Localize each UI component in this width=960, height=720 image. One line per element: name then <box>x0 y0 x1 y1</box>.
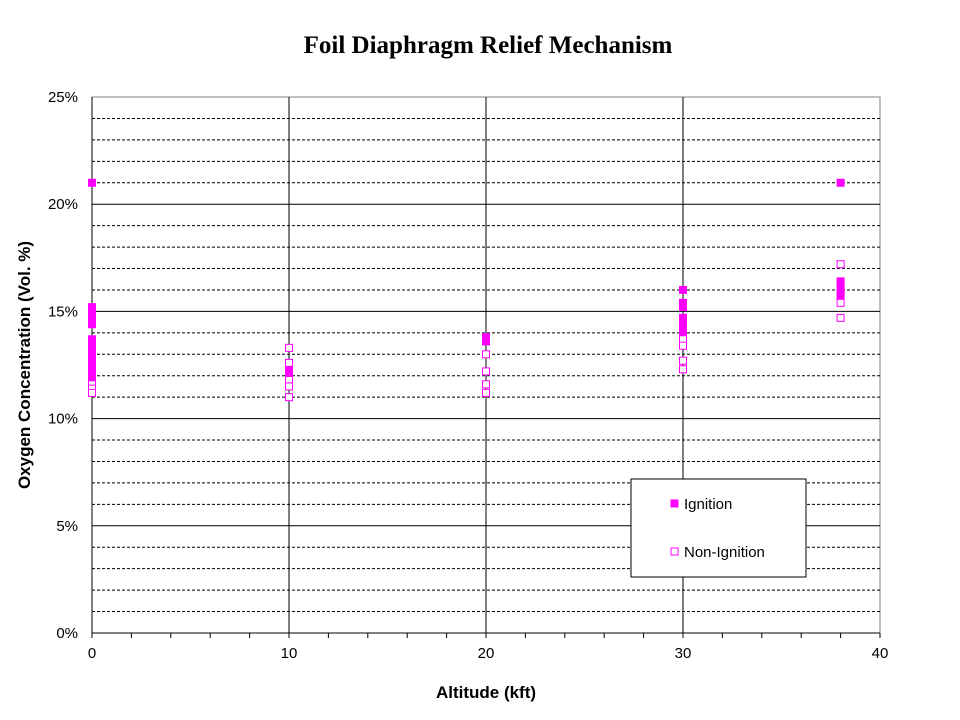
ignition-point <box>482 337 490 346</box>
legend: Ignition Non-Ignition <box>630 478 807 578</box>
legend-marker-non-ignition <box>670 547 679 556</box>
x-tick-label: 10 <box>281 645 298 662</box>
chart-title: Foil Diaphragm Relief Mechanism <box>303 32 673 59</box>
x-tick-label: 40 <box>872 645 889 662</box>
x-tick-labels: 0 10 20 30 40 <box>88 645 889 662</box>
non-ignition-point <box>88 388 96 397</box>
ignition-point <box>679 303 687 312</box>
legend-box <box>630 478 807 578</box>
ignition-point <box>88 320 96 329</box>
non-ignition-point <box>482 380 490 389</box>
y-axis-title: Oxygen Concentration (Vol. %) <box>15 241 34 489</box>
y-tick-label: 20% <box>48 196 78 213</box>
non-ignition-point <box>285 382 293 391</box>
non-ignition-point <box>679 356 687 365</box>
data-points <box>88 178 845 402</box>
ignition-point <box>836 178 845 187</box>
non-ignition-point <box>285 358 293 367</box>
x-axis-title: Altitude (kft) <box>436 683 536 702</box>
x-tick-label: 20 <box>478 645 495 662</box>
ignition-point <box>679 285 687 294</box>
x-tick-label: 0 <box>88 645 96 662</box>
non-ignition-point <box>679 341 687 350</box>
non-ignition-point <box>679 365 687 374</box>
non-ignition-point <box>285 393 293 402</box>
y-tick-label: 25% <box>48 89 78 106</box>
y-tick-label: 10% <box>48 411 78 428</box>
non-ignition-point <box>285 343 293 352</box>
legend-marker-ignition <box>670 499 679 508</box>
non-ignition-point <box>482 388 490 397</box>
non-ignition-point <box>482 350 490 359</box>
legend-label-ignition: Ignition <box>684 496 732 513</box>
x-tick-label: 30 <box>675 645 692 662</box>
legend-label-non-ignition: Non-Ignition <box>684 544 765 561</box>
y-tick-label: 0% <box>56 625 78 642</box>
y-tick-label: 15% <box>48 303 78 320</box>
non-ignition-point <box>836 260 845 269</box>
ignition-point <box>88 178 96 187</box>
non-ignition-point <box>836 298 845 307</box>
non-ignition-point <box>836 313 845 322</box>
non-ignition-point <box>482 367 490 376</box>
x-minor-ticks <box>91 633 881 638</box>
y-tick-labels: 0% 5% 10% 15% 20% 25% <box>48 89 78 642</box>
y-tick-label: 5% <box>56 518 78 535</box>
